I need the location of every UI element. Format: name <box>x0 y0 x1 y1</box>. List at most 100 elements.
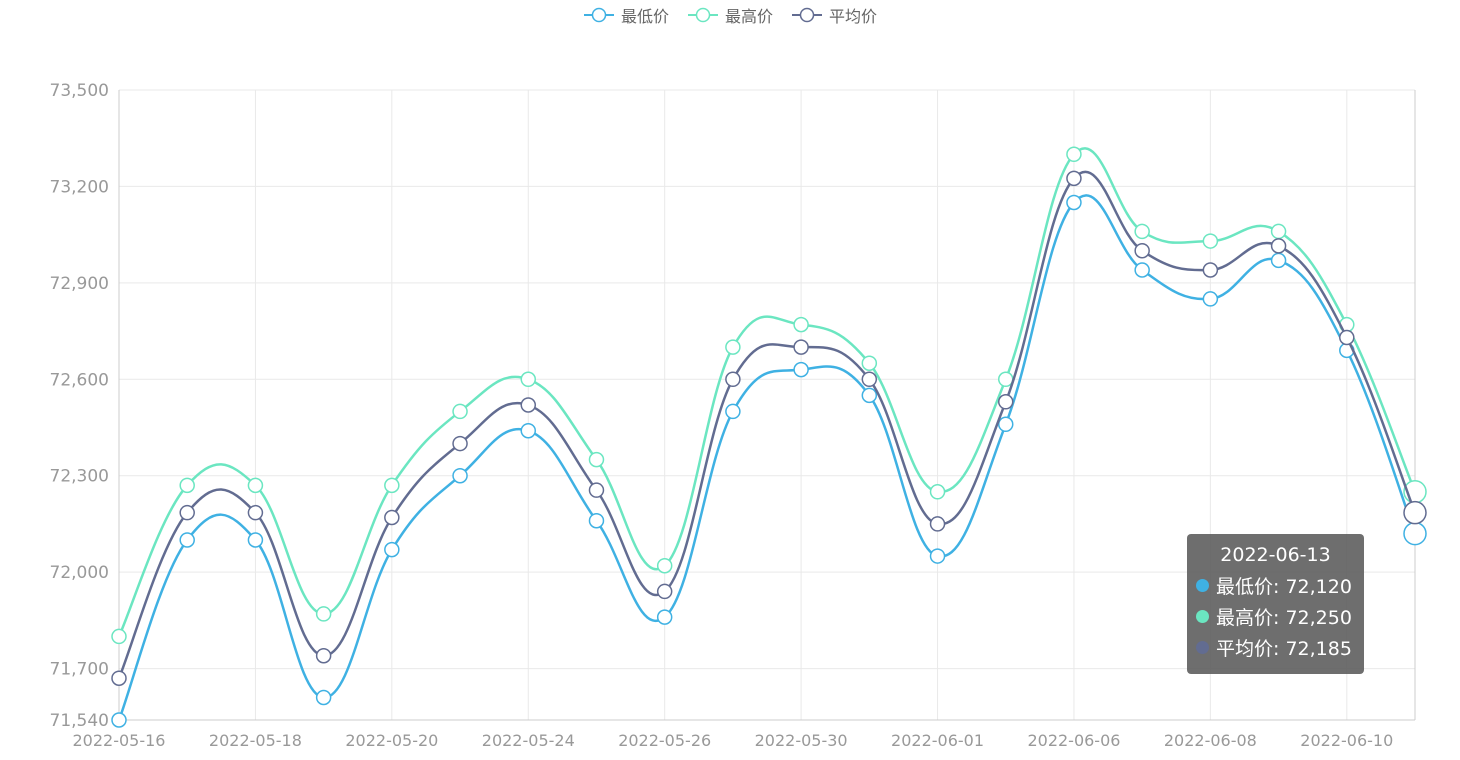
data-point <box>1403 521 1427 546</box>
data-point <box>861 355 878 371</box>
y-tick-label: 72,000 <box>50 563 109 583</box>
data-point <box>793 361 809 378</box>
data-point <box>1202 262 1219 278</box>
data-point <box>997 394 1014 410</box>
data-point <box>384 541 400 558</box>
data-point <box>1202 233 1219 249</box>
data-point <box>179 532 195 548</box>
data-point <box>929 548 946 564</box>
data-point <box>315 647 332 664</box>
data-point <box>452 403 468 420</box>
data-point <box>1339 329 1355 346</box>
data-point <box>247 477 264 494</box>
data-point <box>725 371 741 388</box>
data-point <box>861 387 878 404</box>
data-point <box>1134 242 1150 259</box>
data-point <box>520 397 537 413</box>
data-point <box>452 435 468 452</box>
data-point <box>1066 194 1082 211</box>
y-tick-label: 72,300 <box>50 467 109 487</box>
data-point <box>247 504 264 521</box>
x-tick-label: 2022-05-26 <box>618 731 711 750</box>
data-point <box>384 477 400 494</box>
x-tick-label: 2022-06-01 <box>891 731 984 750</box>
data-point <box>1066 170 1082 187</box>
series-points <box>111 194 1427 728</box>
data-point <box>1403 500 1427 525</box>
series-line <box>117 147 1417 637</box>
data-point <box>384 509 400 526</box>
tooltip-title: 2022-06-13 <box>1220 544 1331 566</box>
legend-avg-icon <box>792 7 822 23</box>
data-point <box>1134 223 1150 240</box>
data-point <box>247 532 264 548</box>
y-tick-label: 73,500 <box>50 81 109 101</box>
legend-item-avg[interactable]: 平均价 <box>791 3 877 27</box>
series-points <box>111 170 1427 686</box>
legend-low-icon <box>583 7 614 23</box>
x-tick-label: 2022-05-18 <box>209 731 302 750</box>
legend-item-low[interactable]: 最低价 <box>583 3 669 27</box>
data-point <box>1202 291 1219 307</box>
tooltip-high-dot-icon <box>1196 610 1209 623</box>
data-point <box>1270 223 1287 240</box>
data-point <box>725 403 741 420</box>
data-point <box>997 371 1014 388</box>
data-point <box>793 339 809 355</box>
data-point <box>315 606 332 622</box>
data-point <box>520 422 537 439</box>
legend-high-icon <box>687 7 718 23</box>
x-tick-label: 2022-06-08 <box>1164 731 1257 750</box>
data-point <box>588 512 605 529</box>
tooltip-high-text: 最高价: 72,250 <box>1216 607 1352 629</box>
data-point <box>793 316 809 333</box>
y-tick-label: 72,900 <box>50 274 109 294</box>
tooltip-low-text: 最低价: 72,120 <box>1216 576 1352 598</box>
chart-tooltip: 2022-06-13 最低价: 72,120 最高价: 72,250 平均价: … <box>1187 534 1364 674</box>
x-tick-label: 2022-05-24 <box>482 731 575 750</box>
tooltip-low-dot-icon <box>1196 579 1209 592</box>
data-point <box>315 689 332 706</box>
tooltip-row-high: 最高价: 72,250 <box>1196 601 1364 632</box>
data-point <box>997 416 1014 433</box>
data-point <box>588 451 605 468</box>
data-point <box>1270 238 1287 254</box>
data-point <box>1066 146 1082 163</box>
x-tick-label: 2022-06-06 <box>1027 731 1120 750</box>
tooltip-avg-dot-icon <box>1196 641 1209 654</box>
data-point <box>111 712 127 728</box>
data-point <box>520 371 537 388</box>
legend-avg-label: 平均价 <box>829 7 878 26</box>
data-point <box>861 371 878 388</box>
data-point <box>452 467 468 484</box>
legend-high-label: 最高价 <box>724 7 773 26</box>
legend-item-high[interactable]: 最高价 <box>687 3 773 27</box>
y-tick-label: 71,700 <box>50 660 109 680</box>
data-point <box>1134 262 1150 278</box>
data-point <box>179 477 195 494</box>
x-tick-label: 2022-05-16 <box>73 731 166 750</box>
tooltip-row-low: 最低价: 72,120 <box>1196 570 1364 601</box>
data-point <box>588 482 605 498</box>
legend-low-label: 最低价 <box>620 7 669 26</box>
data-point <box>179 504 195 521</box>
tooltip-avg-text: 平均价: 72,185 <box>1216 638 1352 660</box>
data-point <box>111 628 127 645</box>
data-point <box>111 670 127 686</box>
y-tick-label: 73,200 <box>50 177 109 197</box>
data-point <box>725 339 741 355</box>
data-point <box>929 516 946 532</box>
data-point <box>656 609 673 625</box>
x-tick-label: 2022-06-10 <box>1300 731 1393 750</box>
y-tick-label: 72,600 <box>50 370 109 390</box>
chart-legend: 最低价 最高价 平均价 <box>0 2 1460 28</box>
x-tick-label: 2022-05-30 <box>755 731 848 750</box>
x-tick-label: 2022-05-20 <box>345 731 438 750</box>
data-point <box>929 484 946 500</box>
data-point <box>656 557 673 574</box>
data-point <box>656 583 673 600</box>
tooltip-row-avg: 平均价: 72,185 <box>1196 632 1364 663</box>
y-tick-label: 71,540 <box>50 711 109 731</box>
data-point <box>1270 252 1287 269</box>
